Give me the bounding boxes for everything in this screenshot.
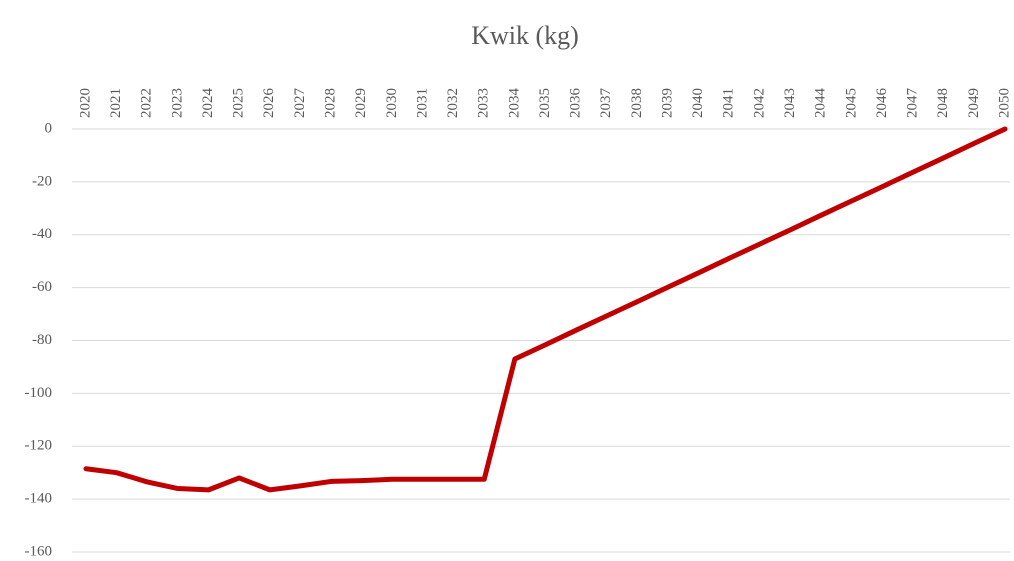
x-tick-label: 2043 (782, 88, 798, 118)
x-tick-label: 2024 (200, 88, 216, 119)
x-tick-label: 2044 (813, 88, 829, 119)
x-tick-label: 2048 (935, 88, 951, 118)
y-tick-label: -140 (25, 491, 53, 507)
y-tick-label: 0 (45, 120, 53, 136)
x-tick-label: 2021 (108, 88, 124, 118)
data-line (83, 126, 1008, 493)
x-tick-label: 2042 (751, 88, 767, 118)
x-tick-label: 2031 (414, 88, 430, 118)
x-tick-label: 2038 (629, 88, 645, 118)
x-tick-label: 2030 (384, 88, 400, 118)
x-tick-label: 2035 (537, 88, 553, 118)
chart-title: Kwik (kg) (471, 21, 579, 50)
x-tick-label: 2023 (169, 88, 185, 118)
x-tick-label: 2045 (843, 88, 859, 118)
x-tick-label: 2050 (996, 88, 1012, 118)
x-tick-label: 2020 (77, 88, 93, 118)
x-tick-label: 2039 (659, 88, 675, 118)
y-tick-label: -40 (32, 226, 52, 242)
y-tick-label: -20 (32, 173, 52, 189)
y-tick-label: -100 (25, 385, 53, 401)
y-tick-label: -60 (32, 279, 52, 295)
x-tick-label: 2037 (598, 88, 614, 119)
x-tick-label: 2036 (568, 88, 584, 119)
x-tick-label: 2033 (476, 88, 492, 118)
y-tick-label: -160 (25, 543, 53, 559)
x-tick-label: 2025 (231, 88, 247, 118)
x-tick-label: 2029 (353, 88, 369, 118)
y-tick-label: -120 (25, 438, 53, 454)
x-tick-label: 2034 (506, 88, 522, 119)
x-tick-label: 2027 (292, 88, 308, 119)
x-tick-label: 2032 (445, 88, 461, 118)
x-tick-label: 2049 (966, 88, 982, 118)
x-tick-label: 2026 (261, 88, 277, 119)
x-tick-label: 2028 (323, 88, 339, 118)
x-tick-label: 2046 (874, 88, 890, 119)
x-tick-label: 2040 (690, 88, 706, 118)
x-tick-label: 2041 (721, 88, 737, 118)
x-tick-label: 2047 (905, 88, 921, 119)
y-tick-label: -80 (32, 332, 52, 348)
x-tick-label: 2022 (139, 88, 155, 118)
